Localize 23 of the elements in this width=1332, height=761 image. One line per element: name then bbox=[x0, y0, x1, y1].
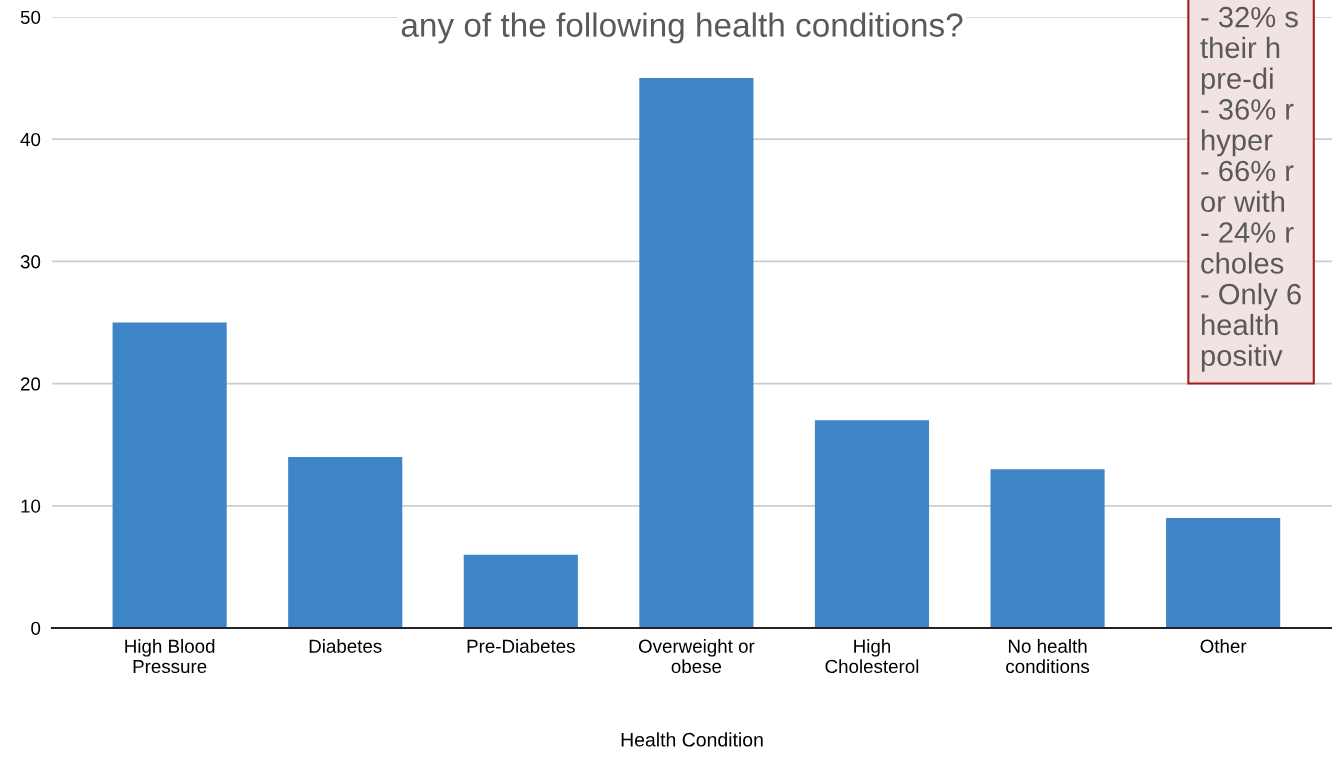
x-tick-label: Diabetes bbox=[309, 639, 382, 653]
chart-title: any of the following health conditions? bbox=[401, 12, 963, 44]
bar bbox=[288, 456, 403, 628]
bar bbox=[990, 469, 1105, 628]
text: - 32% s their h pre-di - 36% r hyper - 66% r or with - 24% r choles - Only 6 health positiv bbox=[1200, 6, 1301, 372]
y-tick-label: 40 bbox=[20, 132, 41, 147]
x-tick-label: Other bbox=[1200, 639, 1247, 653]
bar bbox=[814, 420, 930, 628]
x-tick-label: No health conditions bbox=[1006, 639, 1090, 674]
y-tick-label: 20 bbox=[20, 377, 41, 391]
y-tick-label: 50 bbox=[20, 10, 41, 24]
bar bbox=[463, 554, 578, 628]
x-tick-label: High Blood Pressure bbox=[125, 639, 215, 674]
x-tick-label: High Cholesterol bbox=[825, 639, 919, 674]
x-tick-label: Pre-Diabetes bbox=[467, 639, 575, 653]
bar bbox=[639, 78, 754, 628]
x-tick-label: Overweight or obese bbox=[638, 639, 755, 674]
bar bbox=[1166, 518, 1281, 628]
bar bbox=[112, 322, 227, 628]
x-axis-title: Health Condition bbox=[621, 732, 763, 747]
y-tick-label: 0 bbox=[31, 621, 41, 635]
y-tick-label: 30 bbox=[20, 255, 41, 269]
y-tick-label: 10 bbox=[21, 499, 41, 513]
